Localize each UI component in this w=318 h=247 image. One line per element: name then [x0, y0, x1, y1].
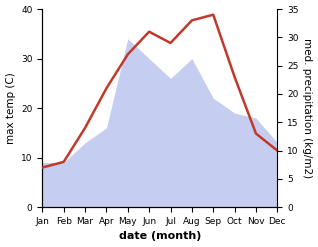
X-axis label: date (month): date (month) [119, 231, 201, 242]
Y-axis label: med. precipitation (kg/m2): med. precipitation (kg/m2) [302, 38, 313, 178]
Y-axis label: max temp (C): max temp (C) [5, 72, 16, 144]
